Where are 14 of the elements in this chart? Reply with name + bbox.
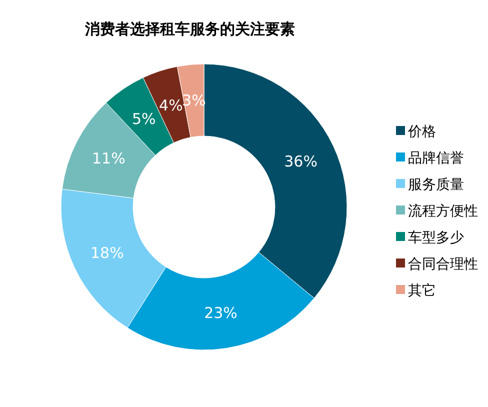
legend-label: 价格: [407, 124, 436, 140]
legend-label: 品牌信誉: [408, 150, 464, 166]
legend-label: 流程方便性: [408, 203, 478, 220]
data-label: 23%: [204, 304, 238, 322]
legend-label: 合同合理性: [408, 256, 478, 272]
legend-label: 服务质量: [408, 176, 464, 193]
chart-title: 消费者选择租车服务的关注要素: [84, 20, 295, 38]
data-label: 11%: [92, 150, 126, 168]
data-label: 4%: [159, 96, 183, 114]
legend-label: 其它: [408, 282, 436, 299]
data-label: 18%: [90, 244, 124, 262]
legend-label: 车型多少: [408, 230, 464, 246]
data-label: 36%: [284, 152, 318, 171]
data-label: 5%: [132, 110, 156, 128]
